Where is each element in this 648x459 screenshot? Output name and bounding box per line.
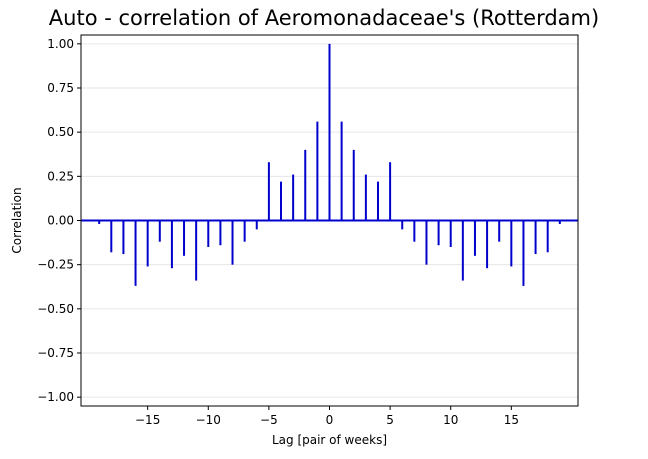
x-tick-label: 5 [386,413,394,427]
y-tick-label: 0.25 [47,169,74,183]
y-tick-label: 0.00 [47,214,74,228]
x-axis-ticks: −15 −10 −5 0 5 10 15 [135,406,519,427]
y-axis-label: Correlation [10,187,24,253]
x-tick-label: 15 [504,413,519,427]
y-tick-label: −0.75 [37,346,74,360]
correlation-bars [98,43,561,286]
x-axis-label: Lag [pair of weeks] [272,433,387,447]
x-tick-label: 10 [443,413,458,427]
x-tick-label: −5 [260,413,278,427]
y-tick-label: −0.25 [37,258,74,272]
x-tick-label: −15 [135,413,160,427]
y-axis-ticks: −1.00 −0.75 −0.50 −0.25 0.00 0.25 0.50 0.75 1.00 [37,37,81,404]
y-tick-label: 0.75 [47,81,74,95]
y-tick-label: −0.50 [37,302,74,316]
y-tick-label: −1.00 [37,390,74,404]
y-tick-label: 0.50 [47,125,74,139]
y-tick-label: 1.00 [47,37,74,51]
chart-title: Auto - correlation of Aeromonadaceae's (… [48,6,600,30]
x-tick-label: −10 [196,413,221,427]
x-tick-label: 0 [326,413,334,427]
